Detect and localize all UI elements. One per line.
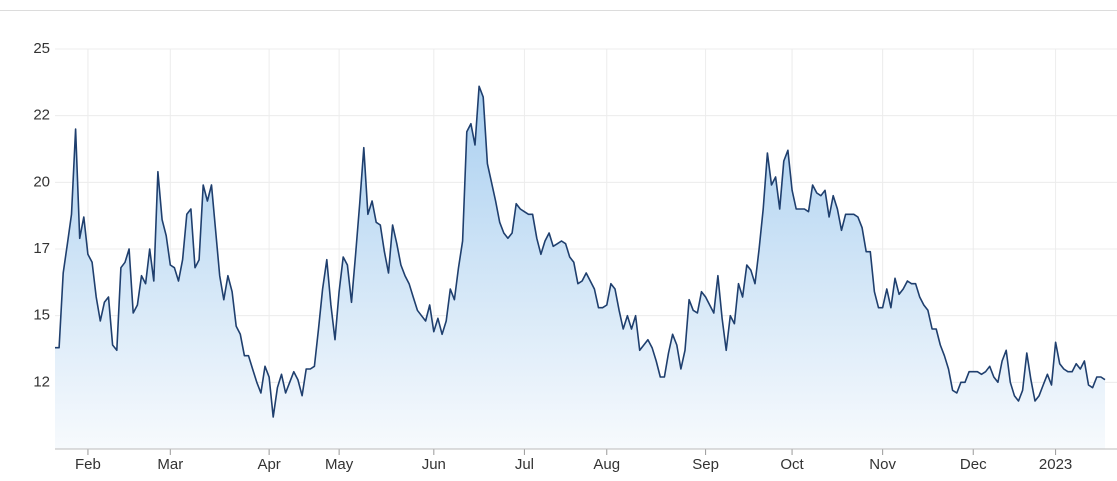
x-tick-label: Jun <box>422 456 446 473</box>
x-tick-label: Feb <box>75 456 101 473</box>
x-tick-label: Mar <box>157 456 183 473</box>
y-tick-label: 20 <box>33 173 50 190</box>
x-tick-label: Aug <box>593 456 620 473</box>
y-tick-label: 12 <box>33 373 50 390</box>
x-tick-label: Oct <box>780 456 804 473</box>
area-fill <box>55 86 1105 450</box>
x-tick-label: Jul <box>515 456 534 473</box>
y-tick-label: 17 <box>33 240 50 257</box>
x-tick-label: 2023 <box>1039 456 1072 473</box>
line <box>55 85 1106 418</box>
x-tick-label: Dec <box>960 456 987 473</box>
x-tick-label: May <box>325 456 354 473</box>
x-tick-label: Apr <box>257 456 280 473</box>
y-tick-label: 25 <box>33 40 50 57</box>
y-tick-label: 22 <box>33 107 50 124</box>
x-tick-label: Sep <box>692 456 719 473</box>
y-tick-label: 15 <box>33 307 50 324</box>
x-tick-label: Nov <box>869 456 896 473</box>
